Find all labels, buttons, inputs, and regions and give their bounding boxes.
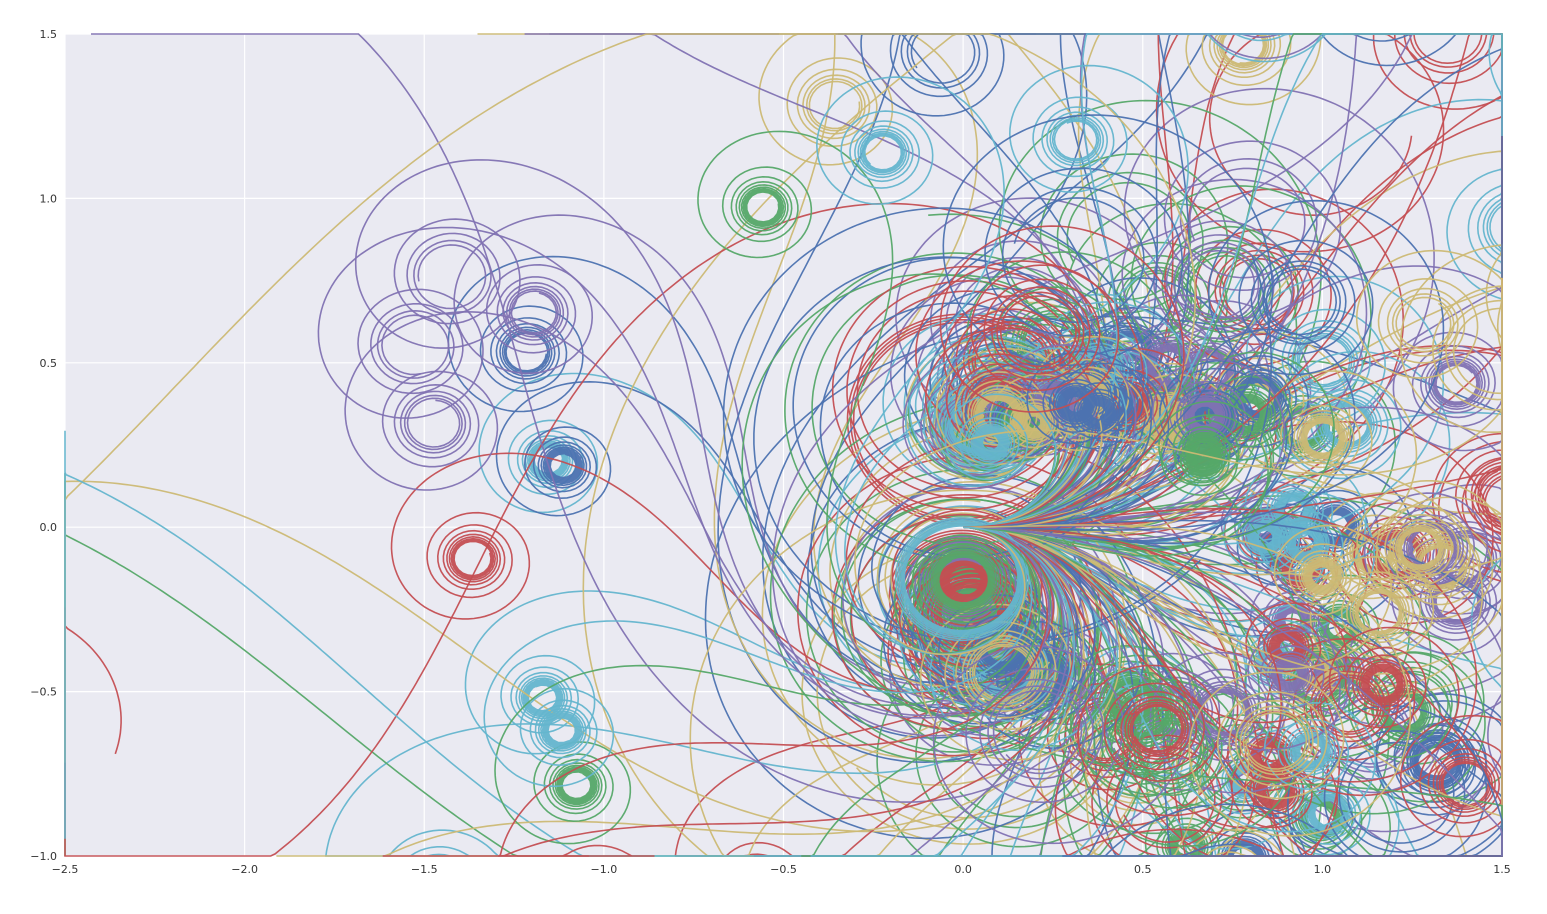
series-line [963,33,1343,528]
series-line [483,526,1033,788]
series-line [963,370,1418,576]
series-line [963,526,1350,751]
series-line [697,130,1023,655]
series-line [963,414,1269,557]
series-line [447,255,1035,684]
x-tick-label: 1.5 [1493,863,1511,876]
x-tick-label: −1.5 [411,863,438,876]
series-line [963,526,1377,833]
series-line [963,265,1503,528]
x-tick-label: 0.0 [954,863,972,876]
series-line [354,159,1050,717]
series-line [963,358,1286,540]
series-line [919,526,1121,761]
series-line [911,526,1020,630]
y-tick-label: −1.0 [30,850,57,863]
series-line [963,526,1503,856]
series-line [854,249,1503,656]
series-line [963,526,1283,817]
x-tick-label: 1.0 [1314,863,1332,876]
series-line [797,455,1129,757]
series-line [963,178,1368,528]
series-line [784,213,1156,575]
series-line [464,526,1033,755]
series-line [963,461,1484,687]
y-tick-label: 1.5 [40,28,58,41]
series-line [963,188,1405,529]
series-line [963,244,1503,580]
y-tick-label: 1.0 [40,192,58,205]
series-line [963,526,1503,857]
series-line [524,33,1104,528]
series-line [276,526,1085,857]
series-line [963,524,1412,837]
series-line [963,87,1435,528]
data-series-group [64,33,1503,857]
x-tick-label: 0.5 [1134,863,1152,876]
series-line [932,526,1193,845]
series-line [758,33,1033,675]
x-tick-label: −2.5 [52,863,79,876]
x-tick-label: −1.0 [591,863,618,876]
series-line [963,33,1503,528]
series-line [894,517,1030,642]
x-tick-label: −0.5 [770,863,797,876]
series-line [495,380,1024,662]
series-line [963,294,1271,529]
x-axis-ticks: −2.5 −2.0 −1.5 −1.0 −0.5 0.0 0.5 1.0 1.5 [52,863,1511,876]
series-line [344,310,1044,707]
series-line [769,397,1325,857]
series-line [963,526,1400,857]
series-line [390,452,1037,694]
series-line [498,526,1049,857]
series-line [963,519,1503,857]
series-line [944,393,1057,528]
y-tick-label: −0.5 [30,686,57,699]
y-tick-label: 0.0 [40,521,58,534]
series-line [942,114,1274,528]
series-line [810,526,1076,857]
series-line [939,225,1185,528]
series-line [815,76,1024,655]
series-line [963,199,1445,531]
series-line [91,33,1118,803]
y-axis-ticks: −1.0 −0.5 0.0 0.5 1.0 1.5 [30,28,57,863]
x-tick-label: −2.0 [231,863,258,876]
series-line [494,526,1036,845]
series-line [963,351,1335,548]
series-line [64,430,1144,857]
series-line [753,255,1272,645]
series-line [963,350,1152,528]
series-line [963,373,1241,536]
series-line [317,226,1051,719]
y-tick-label: 0.5 [40,357,58,370]
series-line [844,64,1190,655]
series-line [453,214,1036,687]
series-line [963,400,1272,552]
series-line [963,524,1392,670]
